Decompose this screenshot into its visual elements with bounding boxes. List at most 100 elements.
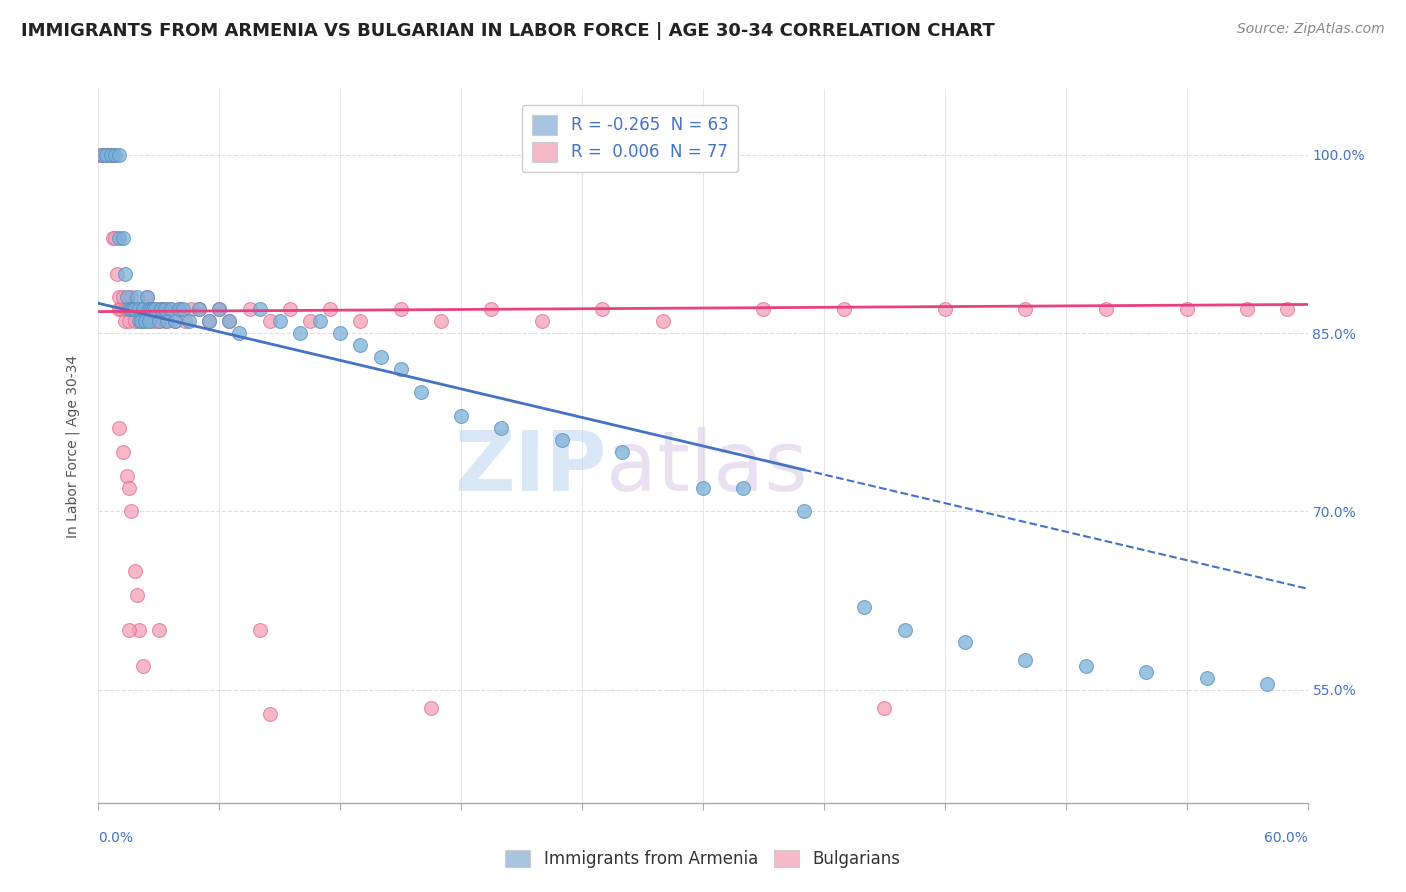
Point [269, 314, 291, 328]
Point [733, 481, 755, 495]
Point [129, 314, 152, 328]
Point [167, 302, 190, 317]
Point [481, 302, 503, 317]
Point [107, 302, 129, 317]
Point [128, 302, 150, 317]
Point [142, 302, 165, 317]
Point [132, 659, 155, 673]
Point [157, 302, 180, 317]
Legend: Immigrants from Armenia, Bulgarians: Immigrants from Armenia, Bulgarians [499, 843, 907, 875]
Point [114, 314, 136, 328]
Point [420, 700, 443, 714]
Point [124, 314, 146, 328]
Point [153, 302, 176, 317]
Point [1277, 302, 1299, 317]
Point [349, 314, 371, 328]
Point [1175, 302, 1198, 317]
Point [208, 302, 231, 317]
Point [188, 302, 211, 317]
Point [148, 314, 170, 328]
Point [138, 302, 160, 317]
Text: IMMIGRANTS FROM ARMENIA VS BULGARIAN IN LABOR FORCE | AGE 30-34 CORRELATION CHAR: IMMIGRANTS FROM ARMENIA VS BULGARIAN IN … [21, 22, 995, 40]
Point [278, 302, 301, 317]
Point [125, 588, 148, 602]
Point [188, 302, 211, 317]
Point [111, 231, 134, 245]
Point [409, 385, 432, 400]
Point [249, 624, 271, 638]
Point [100, 147, 122, 161]
Point [96, 147, 118, 161]
Point [752, 302, 775, 317]
Point [93, 147, 115, 161]
Point [160, 302, 183, 317]
Point [120, 290, 142, 304]
Point [121, 302, 143, 317]
Point [172, 302, 194, 317]
Point [893, 624, 915, 638]
Point [132, 314, 155, 328]
Point [91, 147, 114, 161]
Point [1135, 665, 1157, 679]
Point [107, 231, 129, 245]
Point [1014, 302, 1036, 317]
Point [125, 290, 148, 304]
Point [107, 290, 129, 304]
Point [148, 314, 170, 328]
Point [135, 290, 157, 304]
Point [128, 314, 150, 328]
Point [138, 302, 160, 317]
Point [793, 504, 815, 518]
Point [103, 147, 125, 161]
Point [551, 433, 574, 447]
Point [118, 481, 141, 495]
Point [491, 421, 513, 435]
Point [389, 302, 412, 317]
Point [149, 302, 172, 317]
Point [228, 326, 250, 340]
Point [163, 314, 186, 328]
Point [135, 290, 157, 304]
Text: Source: ZipAtlas.com: Source: ZipAtlas.com [1237, 22, 1385, 37]
Point [115, 468, 138, 483]
Point [91, 147, 114, 161]
Point [612, 445, 634, 459]
Point [953, 635, 976, 649]
Point [1074, 659, 1097, 673]
Point [110, 302, 132, 317]
Point [208, 302, 231, 317]
Point [389, 361, 412, 376]
Point [156, 314, 179, 328]
Point [853, 599, 876, 614]
Point [139, 314, 162, 328]
Point [103, 231, 125, 245]
Point [288, 326, 311, 340]
Point [128, 302, 150, 317]
Point [1014, 653, 1036, 667]
Point [89, 147, 111, 161]
Point [239, 302, 262, 317]
Point [651, 314, 673, 328]
Point [530, 314, 553, 328]
Point [218, 314, 240, 328]
Point [115, 302, 138, 317]
Point [132, 302, 155, 317]
Point [591, 302, 613, 317]
Point [146, 302, 169, 317]
Point [1236, 302, 1258, 317]
Point [118, 624, 141, 638]
Point [299, 314, 322, 328]
Text: 60.0%: 60.0% [1264, 831, 1308, 846]
Legend: R = -0.265  N = 63, R =  0.006  N = 77: R = -0.265 N = 63, R = 0.006 N = 77 [523, 104, 738, 172]
Point [873, 700, 896, 714]
Point [124, 564, 146, 578]
Point [121, 302, 143, 317]
Point [107, 421, 129, 435]
Point [114, 267, 136, 281]
Point [692, 481, 714, 495]
Point [148, 624, 170, 638]
Point [124, 302, 146, 317]
Point [180, 302, 202, 317]
Point [125, 302, 148, 317]
Point [97, 147, 120, 161]
